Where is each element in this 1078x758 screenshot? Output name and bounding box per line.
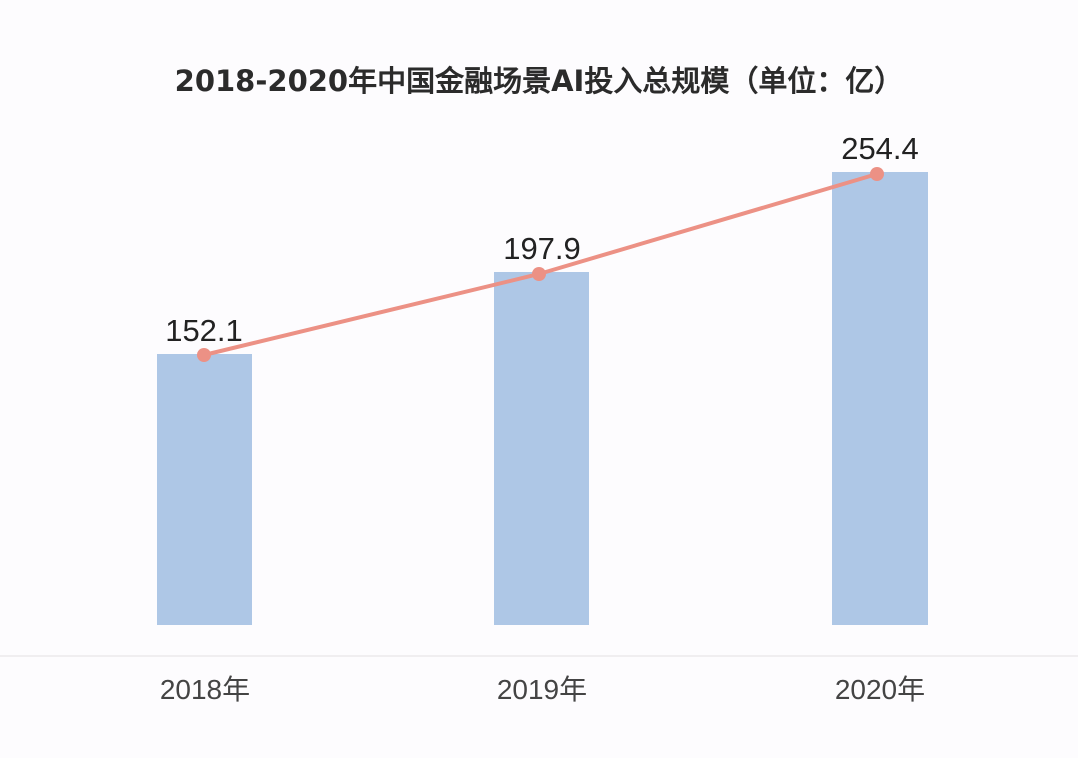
bar-2019 (494, 272, 589, 625)
x-tick-2019: 2019年 (496, 674, 588, 705)
value-label-2020: 254.4 (841, 131, 919, 166)
point-2019 (532, 267, 546, 281)
x-tick-2020: 2020年 (834, 674, 926, 705)
point-2020 (870, 167, 884, 181)
value-label-2019: 197.9 (503, 231, 581, 266)
chart-title: 2018-2020年中国金融场景AI投入总规模（单位：亿） (174, 64, 904, 98)
bar-2018 (157, 354, 252, 625)
point-2018 (197, 348, 211, 362)
value-label-2018: 152.1 (165, 313, 243, 348)
bar-2020 (832, 172, 928, 625)
x-tick-2018: 2018年 (159, 674, 251, 705)
